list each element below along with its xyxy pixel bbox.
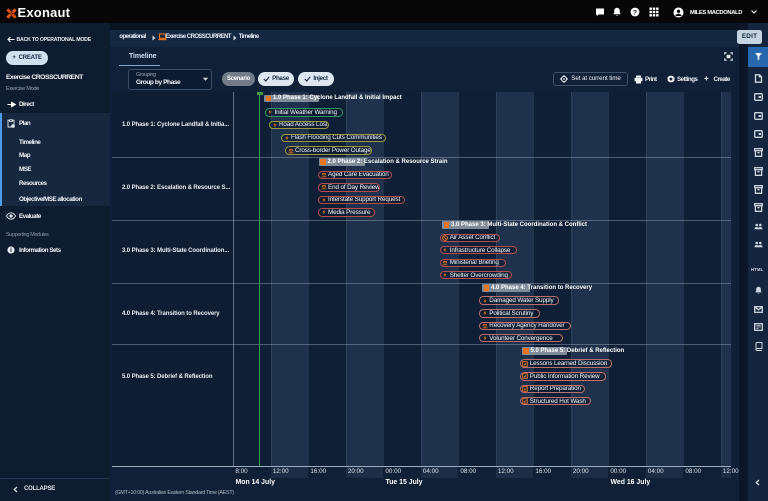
svg-text:?: ? bbox=[633, 9, 637, 16]
